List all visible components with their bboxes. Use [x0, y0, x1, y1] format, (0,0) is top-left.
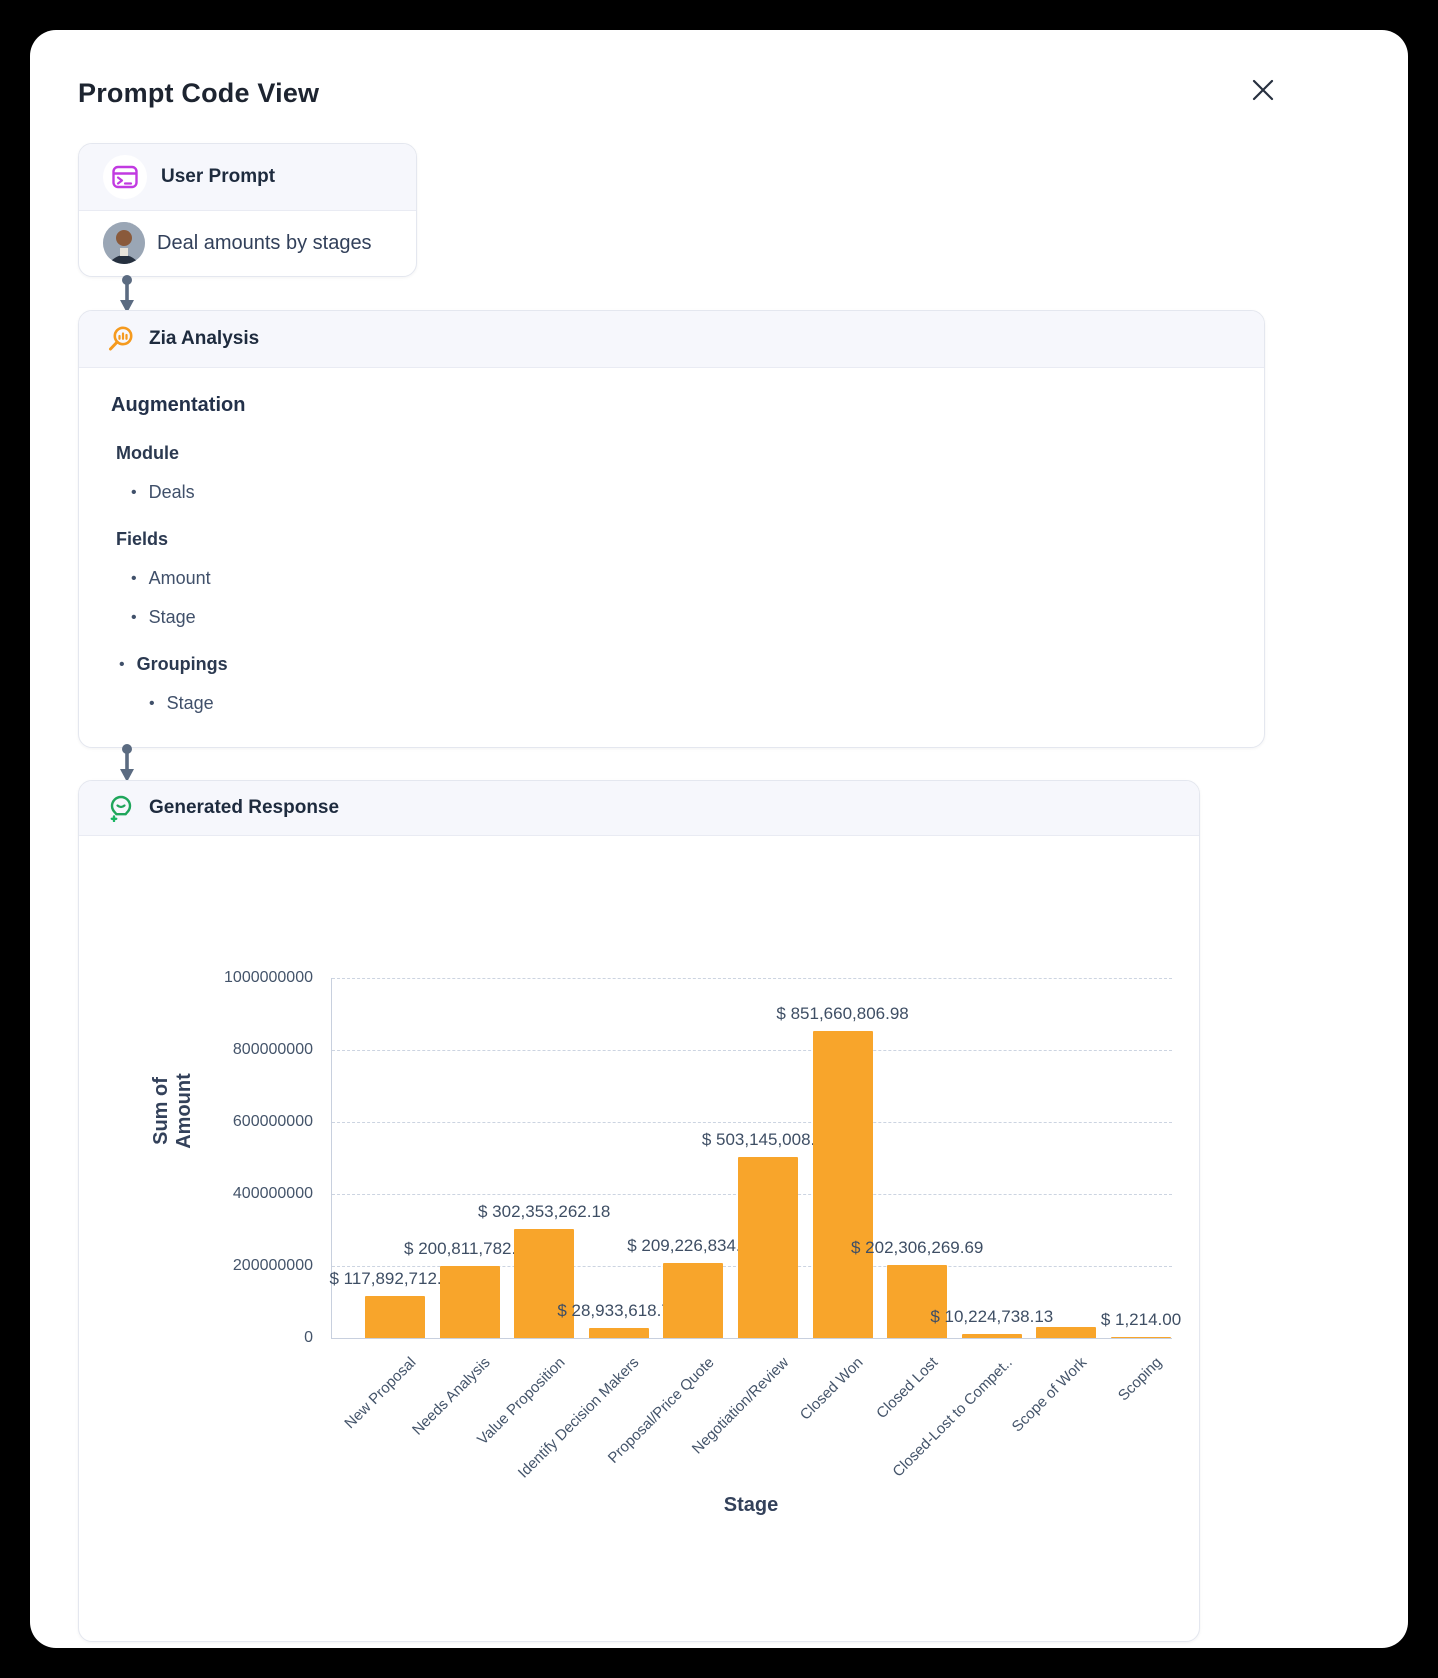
terminal-icon — [103, 155, 147, 199]
bar-scoping[interactable] — [1111, 1337, 1171, 1338]
bullet-icon: • — [131, 483, 137, 501]
user-avatar — [103, 222, 145, 264]
y-axis-tick-label: 800000000 — [232, 1041, 313, 1058]
list-item-amount: • Amount — [131, 568, 211, 588]
close-button[interactable] — [1243, 70, 1283, 110]
bar-value-label: $ 209,226,834.90 — [627, 1236, 760, 1255]
y-axis-tick-label: 400000000 — [232, 1185, 313, 1202]
groupings-group: • Groupings • Stage — [116, 654, 1264, 714]
list-item-groupings-stage: • Stage — [149, 693, 214, 713]
bar-value-label: $ 851,660,806.98 — [776, 1004, 909, 1023]
module-group: Module • Deals — [116, 443, 1264, 503]
x-axis-category-label: Closed Lost — [873, 1354, 942, 1423]
x-axis-category-label: Identify Decision Makers — [515, 1354, 643, 1482]
generated-response-header: Generated Response — [79, 781, 1199, 836]
x-axis-category-label: Scoping — [1114, 1354, 1166, 1405]
fields-label: Fields — [116, 529, 169, 549]
page-title: Prompt Code View — [78, 78, 320, 108]
y-axis-tick-label: 200000000 — [232, 1257, 313, 1274]
augmentation-heading: Augmentation — [111, 394, 246, 416]
y-axis-tick-label: 1000000000 — [224, 969, 313, 986]
zia-analysis-header: Zia Analysis — [79, 311, 1264, 368]
bar-closed-lost-to-compet-[interactable] — [961, 1334, 1022, 1338]
generated-response-bulb-icon — [107, 794, 135, 822]
bar-value-label: $ 10,224,738.13 — [930, 1307, 1054, 1326]
bar-closed-lost[interactable] — [887, 1265, 948, 1338]
zia-magnifier-chart-icon — [107, 325, 135, 353]
x-axis-category-label: New Proposal — [340, 1354, 420, 1433]
gridline — [332, 1050, 1172, 1051]
bar-value-label: $ 302,353,262.18 — [478, 1202, 611, 1221]
bar-negotiation-review[interactable] — [738, 1157, 798, 1338]
chart-container: Sum of Amount $ 117,892,712.48 New Propos… — [79, 836, 1199, 1640]
user-prompt-text: Deal amounts by stages — [157, 231, 372, 254]
bar-needs-analysis[interactable] — [439, 1266, 500, 1338]
bullet-icon: • — [131, 569, 137, 587]
bar-value-label: $ 1,214.00 — [1100, 1310, 1182, 1329]
bar-proposal-price-quote[interactable] — [663, 1263, 724, 1338]
bar-value-label: $ 202,306,269.69 — [851, 1238, 984, 1257]
bar-value-label: $ 28,933,618.74 — [557, 1301, 681, 1320]
x-axis-category-label: Closed Won — [797, 1354, 867, 1424]
zia-analysis-card: Zia Analysis Augmentation Module • Deals… — [78, 310, 1265, 748]
module-label: Module — [116, 443, 179, 463]
y-axis-tick-label: 600000000 — [232, 1113, 313, 1130]
user-prompt-header: User Prompt — [79, 144, 416, 211]
y-axis-tick-label: 0 — [304, 1329, 313, 1346]
x-axis-category-label: Scope of Work — [1009, 1354, 1091, 1436]
list-item-stage: • Stage — [131, 607, 196, 627]
prompt-code-view-modal: Prompt Code View User Prompt — [30, 30, 1408, 1648]
bar-scope-of-work[interactable] — [1036, 1327, 1097, 1338]
user-prompt-title: User Prompt — [161, 166, 276, 187]
flow-arrow-down-icon — [118, 744, 136, 782]
bar-closed-won[interactable] — [812, 1031, 873, 1338]
bullet-icon: • — [131, 608, 137, 626]
groupings-label: • Groupings — [119, 654, 228, 674]
generated-response-title: Generated Response — [149, 797, 340, 818]
user-prompt-body: Deal amounts by stages — [79, 211, 416, 275]
bar-value-proposition[interactable] — [514, 1229, 575, 1338]
bar-value-label: $ 200,811,782.53 — [404, 1239, 536, 1258]
zia-analysis-title: Zia Analysis — [149, 328, 260, 349]
list-item-deals: • Deals — [131, 482, 195, 502]
close-icon — [1252, 79, 1274, 101]
gridline — [332, 978, 1172, 979]
bar-new-proposal[interactable] — [365, 1296, 425, 1338]
flow-arrow-down-icon — [118, 275, 136, 313]
user-prompt-card: User Prompt Deal amounts by stages — [78, 143, 417, 277]
fields-group: Fields • Amount • Stage — [116, 529, 1264, 628]
y-axis-title: Sum of Amount — [150, 1073, 195, 1149]
x-axis-category-label: Needs Analysis — [409, 1354, 494, 1439]
zia-analysis-body: Augmentation Module • Deals Fields • Amo… — [79, 368, 1264, 714]
bar-value-label: $ 503,145,008.46 — [701, 1130, 835, 1149]
bar-chart-plot-area: $ 117,892,712.48 New Proposal $ 200,811,78… — [329, 978, 1181, 1482]
gridline — [332, 1122, 1172, 1123]
x-axis-title: Stage — [723, 1494, 779, 1516]
bullet-icon: • — [119, 655, 125, 673]
bullet-icon: • — [149, 694, 155, 712]
bar-value-label: $ 117,892,712.48 — [329, 1269, 461, 1288]
generated-response-card: Generated Response Sum of Amount $ 117,8… — [78, 780, 1200, 1642]
bar-identify-decision-makers[interactable] — [588, 1328, 649, 1338]
